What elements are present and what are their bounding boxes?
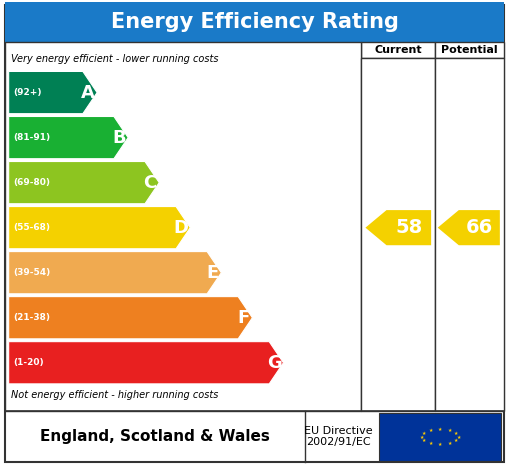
Polygon shape <box>9 342 284 384</box>
Text: Energy Efficiency Rating: Energy Efficiency Rating <box>110 12 399 32</box>
Text: Very energy efficient - lower running costs: Very energy efficient - lower running co… <box>11 54 219 64</box>
Polygon shape <box>9 162 159 204</box>
Text: (21-38): (21-38) <box>14 313 51 322</box>
Text: ★: ★ <box>438 427 442 432</box>
Polygon shape <box>365 210 431 245</box>
Text: ★: ★ <box>422 439 427 443</box>
Text: (55-68): (55-68) <box>14 223 51 232</box>
Text: D: D <box>174 219 189 237</box>
Text: G: G <box>267 354 282 372</box>
Text: ★: ★ <box>429 441 433 446</box>
Bar <box>361 42 435 58</box>
Text: EU Directive: EU Directive <box>304 426 373 436</box>
Text: A: A <box>81 84 95 101</box>
Text: ★: ★ <box>429 428 433 433</box>
Text: C: C <box>144 174 157 191</box>
Text: F: F <box>237 309 249 327</box>
Text: 58: 58 <box>395 218 422 237</box>
Text: ★: ★ <box>457 435 461 439</box>
Text: (69-80): (69-80) <box>14 178 51 187</box>
Text: England, Scotland & Wales: England, Scotland & Wales <box>40 429 270 444</box>
Text: Not energy efficient - higher running costs: Not energy efficient - higher running co… <box>11 390 218 400</box>
Polygon shape <box>9 206 190 249</box>
Text: Current: Current <box>375 45 422 55</box>
Text: ★: ★ <box>447 441 451 446</box>
Polygon shape <box>9 297 252 339</box>
Text: ★: ★ <box>454 431 459 436</box>
Polygon shape <box>9 252 221 294</box>
Bar <box>379 413 501 461</box>
Text: ★: ★ <box>447 428 451 433</box>
Polygon shape <box>9 116 128 159</box>
Bar <box>361 58 435 411</box>
Text: ★: ★ <box>419 435 424 439</box>
Text: (1-20): (1-20) <box>14 358 44 367</box>
Text: ★: ★ <box>438 442 442 447</box>
Text: (81-91): (81-91) <box>14 133 51 142</box>
Bar <box>435 58 504 411</box>
Text: ★: ★ <box>454 439 459 443</box>
Bar <box>5 2 504 42</box>
Text: 2002/91/EC: 2002/91/EC <box>306 437 371 447</box>
Text: (92+): (92+) <box>14 88 42 97</box>
Text: E: E <box>206 264 218 282</box>
Text: (39-54): (39-54) <box>14 268 51 277</box>
Text: B: B <box>112 128 126 147</box>
Bar <box>435 42 504 58</box>
Bar <box>5 42 361 411</box>
Text: ★: ★ <box>422 431 427 436</box>
Polygon shape <box>9 71 97 113</box>
Text: 66: 66 <box>466 218 493 237</box>
Text: Potential: Potential <box>441 45 498 55</box>
Polygon shape <box>438 210 500 245</box>
